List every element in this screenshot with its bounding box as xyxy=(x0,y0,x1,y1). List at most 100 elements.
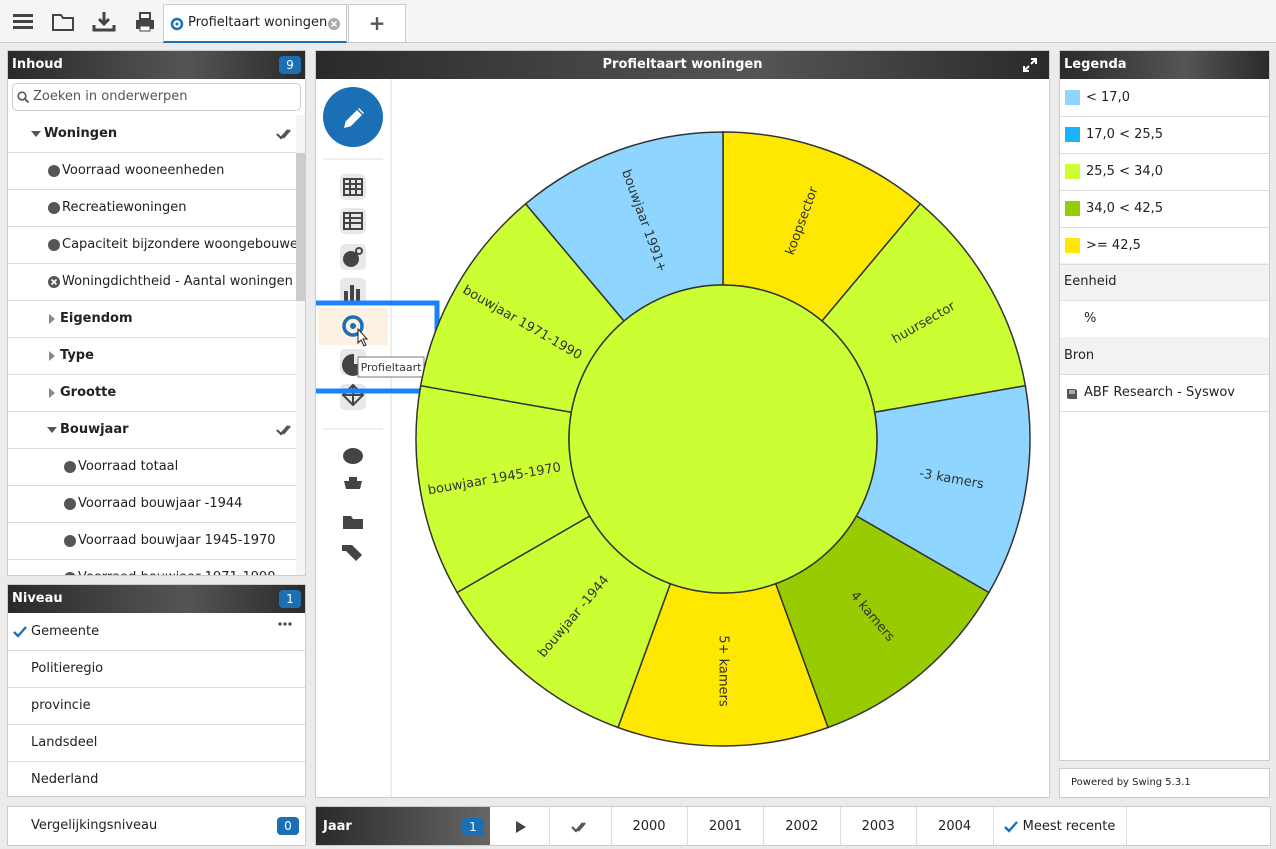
tree-row[interactable]: Woningdichtheid - Aantal woningen per km… xyxy=(8,263,296,301)
year-cell[interactable]: 2001 xyxy=(687,807,765,845)
legend-row: >= 42,5 xyxy=(1060,227,1269,265)
panel-title: Inhoud xyxy=(12,57,63,72)
scroll-thumb[interactable] xyxy=(296,153,305,301)
source-text: ABF Research - Syswov xyxy=(1084,385,1236,400)
tool-icons[interactable] xyxy=(342,448,366,561)
more-menu[interactable] xyxy=(278,621,292,627)
niveau-row[interactable]: Politieregio xyxy=(8,650,305,688)
add-tab[interactable]: + xyxy=(348,4,406,43)
niveau-row[interactable]: provincie xyxy=(8,687,305,725)
search-icon xyxy=(17,91,29,103)
count-badge: 1 xyxy=(462,818,484,836)
dot xyxy=(64,572,76,575)
bar-title: Jaar xyxy=(323,819,352,834)
legend-swatch xyxy=(1065,238,1080,253)
niveau-label: Landsdeel xyxy=(31,735,98,750)
maximize[interactable] xyxy=(1023,58,1037,72)
tree-row[interactable]: Voorraad totaal xyxy=(8,448,296,486)
legend-row: 17,0 < 25,5 xyxy=(1060,116,1269,154)
tree-row[interactable]: Woningen xyxy=(8,115,296,153)
niveau-row[interactable]: Landsdeel xyxy=(8,724,305,762)
niveau-row[interactable]: Gemeente xyxy=(8,613,305,651)
tree-label: Recreatiewoningen xyxy=(62,200,187,215)
selected-check xyxy=(13,626,27,638)
niveau-list: Gemeente Politieregio provincie Landsdeel Ne… xyxy=(8,613,305,796)
count-badge: 9 xyxy=(279,56,301,74)
tree-icon xyxy=(64,461,76,473)
panel-header: Profieltaart woningen xyxy=(316,51,1049,79)
niveau-label: Politieregio xyxy=(31,661,104,676)
legend-swatch xyxy=(1065,164,1080,179)
source-header: Bron xyxy=(1060,337,1269,375)
collapse-arrow xyxy=(49,351,55,361)
check xyxy=(1003,820,1018,833)
powered-text: Powered by Swing 5.3.1 xyxy=(1071,777,1191,788)
expand-arrow xyxy=(47,427,57,433)
unit-header: Eenheid xyxy=(1060,263,1269,301)
search-box[interactable]: Zoeken in onderwerpen xyxy=(12,83,301,111)
checked-icon xyxy=(276,129,291,140)
tree-row[interactable]: Capaciteit bijzondere woongebouwen xyxy=(8,226,296,264)
tree-row[interactable]: Voorraad wooneenheden xyxy=(8,152,296,190)
year-cell[interactable]: 2004 xyxy=(917,807,994,845)
tree-icon xyxy=(64,498,76,510)
tree-row[interactable]: Voorraad bouwjaar -1944 xyxy=(8,485,296,523)
niveau-label: provincie xyxy=(31,698,91,713)
select-all[interactable] xyxy=(549,807,612,845)
tree-label: Voorraad bouwjaar -1944 xyxy=(78,496,243,511)
vergelijkingsniveau-bar[interactable]: Vergelijkingsniveau 0 xyxy=(7,806,306,846)
legend-swatch xyxy=(1065,90,1080,105)
tab-title: Profieltaart woningen xyxy=(188,15,328,30)
expand-arrow xyxy=(31,131,41,137)
tab-close[interactable] xyxy=(328,18,340,30)
niveau-label: Nederland xyxy=(31,772,99,787)
tab[interactable]: Profieltaart woningen xyxy=(163,4,347,43)
legend-row: < 17,0 xyxy=(1060,79,1269,117)
dot xyxy=(48,165,60,177)
dot xyxy=(48,239,60,251)
tree-row[interactable]: Eigendom xyxy=(8,300,296,338)
tree-label: Bouwjaar xyxy=(60,422,129,437)
legend-label: 34,0 < 42,5 xyxy=(1086,201,1164,216)
tree-row[interactable]: Grootte xyxy=(8,374,296,412)
tree-label: Eigendom xyxy=(60,311,133,326)
tree-icon xyxy=(47,427,57,433)
latest-cell[interactable]: Meest recente xyxy=(993,807,1127,845)
count-badge: 0 xyxy=(277,817,299,835)
count-badge: 1 xyxy=(279,590,301,608)
inhoud-panel: Inhoud 9 Zoeken in onderwerpen Woningen V… xyxy=(7,50,306,576)
pie-center[interactable] xyxy=(568,284,878,594)
year-cell[interactable]: 2003 xyxy=(840,807,918,845)
unit-row: % xyxy=(1060,300,1269,338)
tree-icon xyxy=(64,535,76,547)
unit-header-text: Eenheid xyxy=(1064,274,1117,289)
chart-title: Profieltaart woningen xyxy=(602,57,763,72)
tree-row[interactable]: Type xyxy=(8,337,296,375)
tree-icon xyxy=(49,314,55,324)
year-cell[interactable]: 2002 xyxy=(764,807,841,845)
legend-row: 25,5 < 34,0 xyxy=(1060,153,1269,191)
tree-row[interactable]: Voorraad bouwjaar 1945-1970 xyxy=(8,522,296,560)
scrollbar[interactable] xyxy=(296,115,305,575)
tree-row[interactable]: Voorraad bouwjaar 1971-1990 xyxy=(8,559,296,575)
niveau-row[interactable]: Nederland xyxy=(8,761,305,796)
panel-header: Inhoud xyxy=(8,51,305,79)
powered-by: Powered by Swing 5.3.1 xyxy=(1059,768,1270,798)
play-button[interactable] xyxy=(490,807,550,845)
toolbar: Profieltaart woningen + xyxy=(0,0,1276,43)
tree-icon xyxy=(31,131,41,137)
view-icons xyxy=(341,178,365,407)
panel-title: Niveau xyxy=(12,591,63,606)
legend-swatch xyxy=(1065,127,1080,142)
tree-icon xyxy=(64,572,76,575)
legend-title: Legenda xyxy=(1064,57,1127,72)
year-cell[interactable]: 2000 xyxy=(611,807,688,845)
tree-row[interactable]: Recreatiewoningen xyxy=(8,189,296,227)
tree-label: Voorraad totaal xyxy=(78,459,179,474)
tree-row[interactable]: Bouwjaar xyxy=(8,411,296,449)
toolbar-icons[interactable] xyxy=(0,0,163,43)
legend-label: < 17,0 xyxy=(1086,90,1130,105)
tree-icon xyxy=(49,388,55,398)
